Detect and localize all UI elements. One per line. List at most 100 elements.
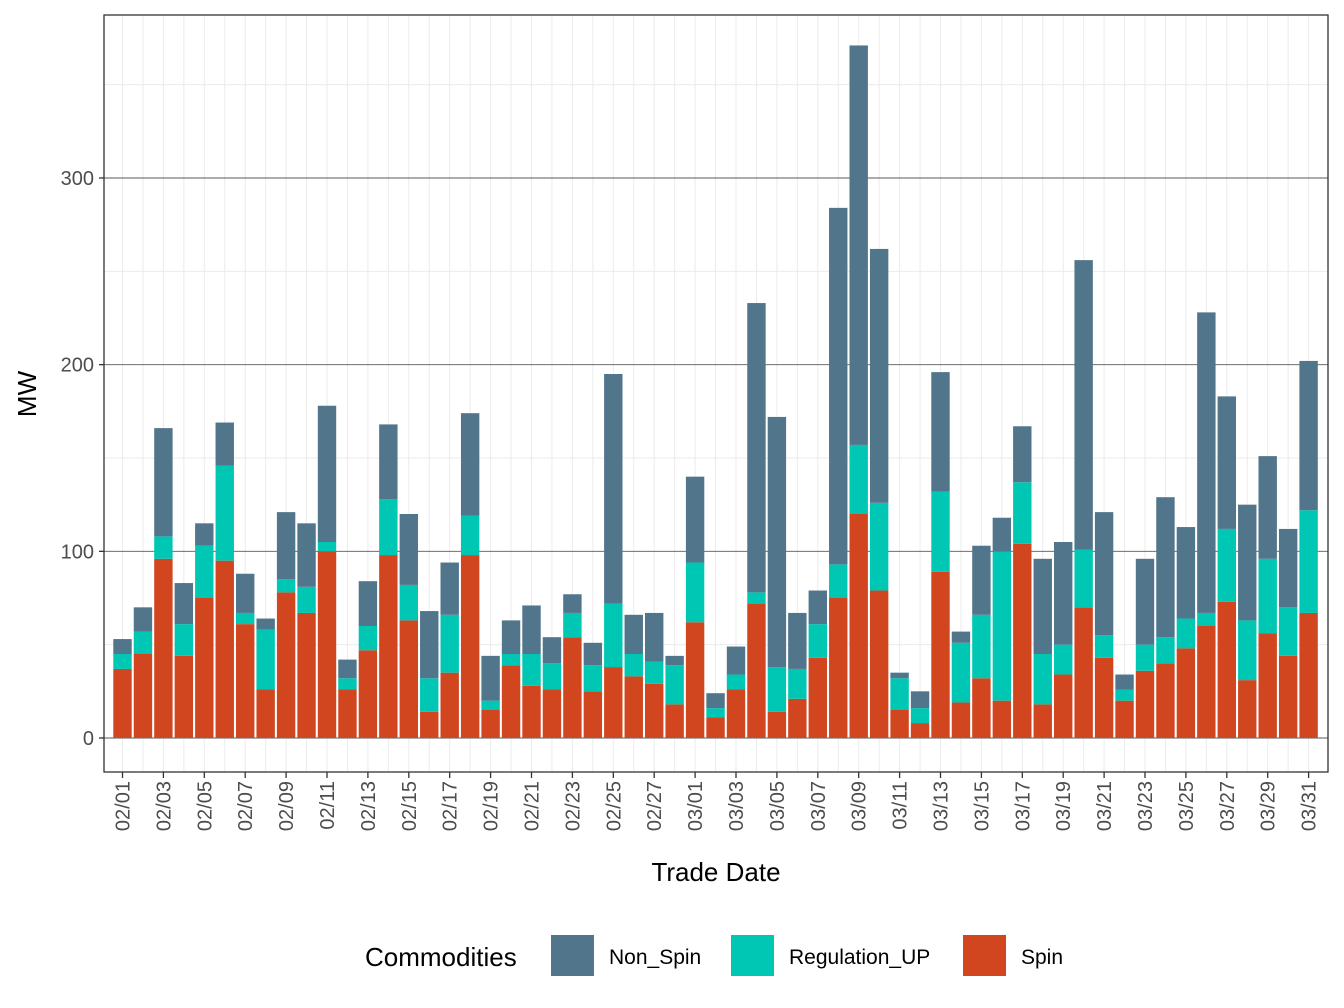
- bar-spin-02-25: [604, 667, 623, 738]
- legend-key-regulation-up: [731, 935, 774, 976]
- x-tick-label: 03/19: [1053, 781, 1075, 831]
- bar-non-spin-02-24: [583, 642, 603, 666]
- bar-regulation-up-02-11: [317, 541, 337, 552]
- bar-regulation-up-03-23: [1135, 644, 1155, 671]
- x-tick-label: 02/03: [153, 781, 175, 831]
- bar-regulation-up-02-14: [379, 499, 398, 556]
- bar-spin-03-12: [910, 723, 930, 738]
- bar-non-spin-02-20: [501, 620, 521, 654]
- bar-regulation-up-02-06: [215, 465, 234, 561]
- bar-regulation-up-03-14: [951, 642, 971, 703]
- x-tick-label: 03/21: [1094, 781, 1116, 831]
- legend-key-spin: [963, 935, 1006, 976]
- bar-regulation-up-02-24: [583, 665, 603, 692]
- bar-spin-03-17: [1013, 543, 1032, 738]
- bar-regulation-up-03-28: [1238, 620, 1257, 681]
- x-tick-label: 02/05: [194, 781, 216, 831]
- x-tick-label: 03/23: [1135, 781, 1157, 831]
- bar-regulation-up-03-22: [1115, 689, 1134, 701]
- bar-spin-02-08: [256, 689, 275, 738]
- bar-spin-02-22: [542, 689, 562, 738]
- bar-spin-03-31: [1299, 612, 1318, 738]
- bar-spin-03-21: [1094, 657, 1114, 738]
- bar-regulation-up-02-21: [522, 653, 541, 686]
- x-tick-label: 03/15: [971, 781, 993, 831]
- bar-regulation-up-02-12: [338, 678, 357, 690]
- bar-regulation-up-02-02: [133, 631, 153, 654]
- bar-spin-02-04: [174, 655, 194, 738]
- bar-spin-03-30: [1278, 655, 1298, 738]
- bar-non-spin-03-30: [1278, 528, 1298, 608]
- bar-regulation-up-03-09: [849, 444, 868, 514]
- x-tick-label: 03/07: [808, 781, 830, 831]
- bar-non-spin-02-16: [420, 611, 439, 679]
- x-tick-label: 02/27: [644, 781, 666, 831]
- y-tick-label: 300: [61, 168, 94, 190]
- y-axis-title: MW: [12, 370, 42, 417]
- legend-label-regulation-up: Regulation_UP: [789, 946, 930, 969]
- bar-regulation-up-03-10: [869, 502, 889, 591]
- bar-spin-02-27: [645, 683, 664, 738]
- bar-regulation-up-03-30: [1278, 607, 1298, 656]
- bar-spin-02-12: [338, 689, 357, 738]
- bar-non-spin-02-04: [174, 583, 194, 625]
- x-tick-label: 02/17: [440, 781, 462, 831]
- bar-spin-03-24: [1156, 663, 1175, 738]
- bar-regulation-up-03-29: [1258, 558, 1277, 634]
- bar-spin-02-11: [317, 551, 337, 738]
- bar-regulation-up-02-20: [501, 653, 521, 666]
- bar-non-spin-02-18: [460, 413, 480, 516]
- bar-spin-03-11: [890, 709, 909, 738]
- bar-non-spin-02-19: [481, 655, 500, 701]
- bar-regulation-up-03-31: [1299, 510, 1318, 613]
- bar-spin-02-02: [133, 653, 153, 738]
- bar-non-spin-02-07: [236, 573, 255, 613]
- bar-non-spin-03-05: [767, 416, 787, 668]
- bar-regulation-up-02-01: [113, 653, 132, 669]
- bar-non-spin-03-24: [1156, 497, 1175, 638]
- bar-regulation-up-03-24: [1156, 637, 1175, 664]
- x-tick-label: 03/27: [1217, 781, 1239, 831]
- bar-non-spin-03-22: [1115, 674, 1134, 690]
- bar-regulation-up-03-20: [1074, 549, 1093, 608]
- bar-regulation-up-03-13: [931, 491, 950, 572]
- bar-non-spin-03-03: [726, 646, 746, 675]
- x-tick-label: 02/01: [113, 781, 135, 831]
- bar-regulation-up-02-10: [297, 586, 316, 613]
- bar-spin-02-24: [583, 691, 603, 738]
- bar-non-spin-03-01: [685, 476, 705, 563]
- bar-regulation-up-03-18: [1033, 653, 1052, 705]
- bar-spin-03-13: [931, 571, 950, 738]
- x-tick-label: 02/13: [358, 781, 380, 831]
- x-tick-label: 03/05: [767, 781, 789, 831]
- bar-non-spin-03-17: [1013, 426, 1032, 483]
- bar-regulation-up-02-04: [174, 624, 194, 656]
- bar-spin-03-09: [849, 513, 868, 738]
- legend-title: Commodities: [365, 942, 517, 972]
- bar-spin-03-26: [1197, 625, 1216, 738]
- bars-layer: [113, 45, 1318, 738]
- bar-non-spin-02-25: [604, 373, 623, 604]
- bar-non-spin-02-05: [195, 523, 214, 546]
- bar-spin-03-03: [726, 689, 746, 738]
- bar-non-spin-02-23: [563, 594, 582, 613]
- y-axis: 0 100 200 300: [61, 168, 104, 750]
- bar-spin-03-18: [1033, 704, 1052, 738]
- x-tick-label: 02/23: [562, 781, 584, 831]
- bar-non-spin-02-15: [399, 513, 418, 585]
- bar-spin-03-20: [1074, 607, 1093, 738]
- x-tick-label: 03/09: [849, 781, 871, 831]
- bar-regulation-up-02-26: [624, 653, 643, 677]
- bar-spin-02-01: [113, 668, 132, 738]
- legend-label-spin: Spin: [1021, 946, 1063, 969]
- x-tick-label: 02/21: [522, 781, 544, 831]
- bar-regulation-up-02-28: [665, 665, 684, 705]
- bar-non-spin-03-25: [1176, 527, 1196, 619]
- bar-regulation-up-03-26: [1197, 612, 1216, 626]
- bar-non-spin-03-27: [1217, 396, 1236, 529]
- bar-regulation-up-03-15: [972, 614, 991, 679]
- bar-non-spin-03-15: [972, 545, 991, 615]
- bar-non-spin-02-12: [338, 659, 357, 679]
- bar-non-spin-03-31: [1299, 360, 1318, 511]
- bar-regulation-up-03-25: [1176, 618, 1196, 649]
